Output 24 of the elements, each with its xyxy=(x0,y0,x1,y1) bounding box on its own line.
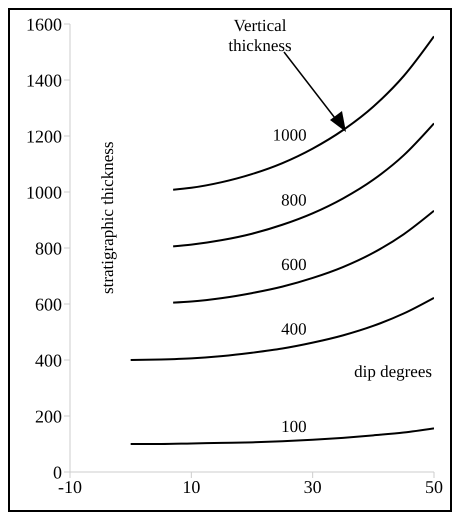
x-tick-label: 10 xyxy=(182,476,200,497)
series-label: 600 xyxy=(281,254,307,274)
y-tick-label: 1400 xyxy=(26,70,62,90)
y-tick-label: 800 xyxy=(35,238,62,258)
annotation: Vertical thickness xyxy=(227,16,293,56)
series-label: 1000 xyxy=(272,126,307,145)
line-series xyxy=(172,210,434,304)
x-tick-label: 50 xyxy=(425,476,443,497)
x-axis-title: dip degrees xyxy=(354,362,432,382)
y-tick-label: 600 xyxy=(35,294,62,314)
series-label: 100 xyxy=(281,416,307,436)
y-tick-label: 1200 xyxy=(26,126,62,146)
line-series xyxy=(172,35,434,191)
series-label: 800 xyxy=(281,190,307,210)
annotation: stratigraphic thickness xyxy=(98,142,118,294)
y-tick-label: 200 xyxy=(35,406,62,426)
line-series xyxy=(130,296,434,361)
x-tick-label: 30 xyxy=(304,476,322,497)
series-label: 400 xyxy=(281,320,307,339)
y-tick-label: 0 xyxy=(53,462,62,482)
y-tick-label: 1600 xyxy=(26,14,62,34)
y-tick-label: 1000 xyxy=(26,182,62,202)
line-series xyxy=(172,122,434,248)
y-tick-label: 400 xyxy=(35,350,62,370)
